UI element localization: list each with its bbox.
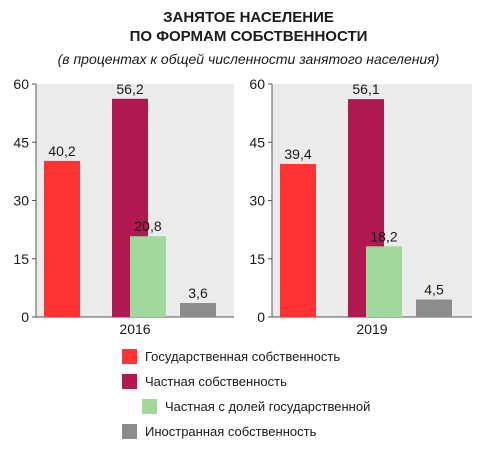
y-tick-label: 30: [13, 193, 29, 209]
chart-subtitle: (в процентах к общей численности занятог…: [57, 51, 440, 67]
y-tick-label: 15: [13, 251, 29, 267]
bar-2016-series-1: [44, 160, 80, 317]
y-tick-label: 0: [257, 309, 265, 325]
y-tick-label: 60: [13, 76, 29, 92]
chart-title-line2: ПО ФОРМАМ СОБСТВЕННОСТИ: [129, 28, 368, 45]
y-tick-label: 60: [249, 76, 265, 92]
data-label-2016-series-1: 40,2: [48, 143, 75, 159]
data-label-2016-series-3: 20,8: [134, 218, 161, 234]
y-tick-label: 15: [249, 251, 265, 267]
data-label-2016-series-4: 3,6: [188, 285, 208, 301]
data-label-2016-series-2: 56,2: [116, 81, 143, 97]
bar-2019-series-1: [280, 163, 316, 317]
bar-2019-series-3: [366, 246, 402, 317]
x-category-label-2016: 2016: [119, 321, 150, 337]
y-tick-label: 30: [249, 193, 265, 209]
chart-title-line1: ЗАНЯТОЕ НАСЕЛЕНИЕ: [163, 9, 334, 26]
y-tick-label: 45: [13, 134, 29, 150]
x-category-label-2019: 2019: [356, 321, 387, 337]
bar-2016-series-4: [180, 303, 216, 317]
data-label-2019-series-1: 39,4: [284, 146, 311, 162]
bar-2016-series-3: [130, 236, 166, 317]
y-tick-label: 45: [249, 134, 265, 150]
data-label-2019-series-4: 4,5: [424, 282, 444, 298]
bar-2019-series-4: [416, 299, 452, 317]
data-label-2019-series-2: 56,1: [352, 81, 379, 97]
data-label-2019-series-3: 18,2: [370, 228, 397, 244]
y-tick-label: 0: [21, 309, 29, 325]
